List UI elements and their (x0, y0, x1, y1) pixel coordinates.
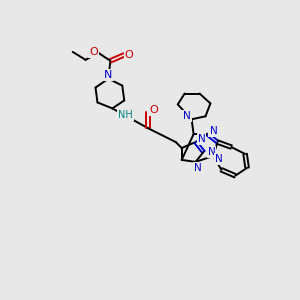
Text: NH: NH (118, 110, 133, 120)
Text: N: N (198, 134, 206, 144)
Text: N: N (208, 147, 215, 157)
Text: N: N (209, 126, 217, 136)
Text: N: N (104, 70, 112, 80)
Text: N: N (194, 163, 201, 173)
Text: N: N (183, 111, 190, 121)
Text: O: O (89, 47, 98, 57)
Text: O: O (125, 50, 134, 60)
Text: O: O (150, 105, 158, 116)
Text: N: N (215, 154, 223, 164)
